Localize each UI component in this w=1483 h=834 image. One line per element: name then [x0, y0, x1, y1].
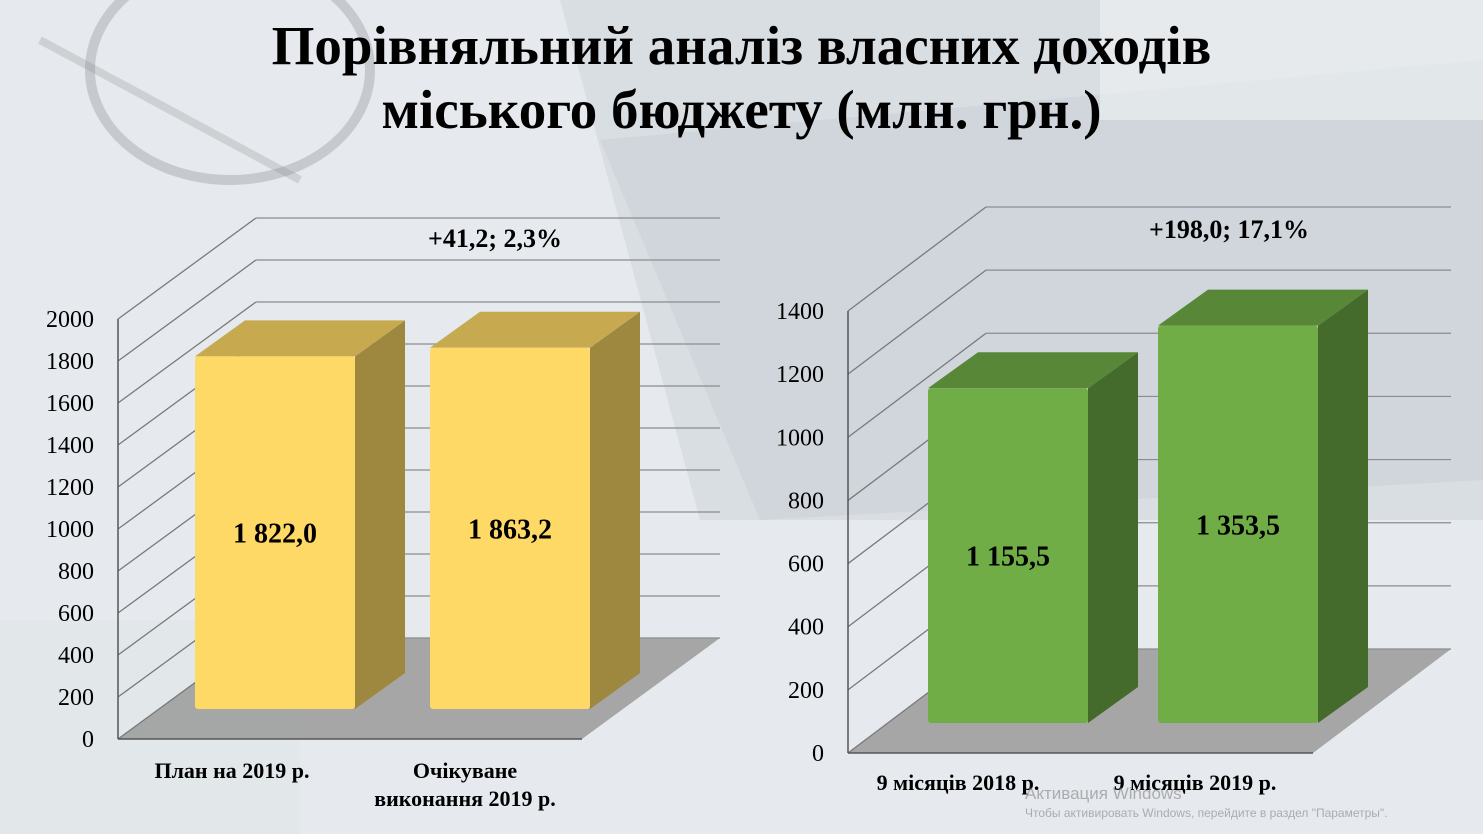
bar-side — [590, 311, 640, 709]
y-tick-label: 1800 — [46, 349, 94, 375]
gridline-side — [117, 301, 257, 404]
y-tick-label: 400 — [58, 643, 94, 669]
x-tick-label: 9 місяців 2019 р. — [1114, 770, 1277, 795]
title-line-2: міського бюджету (млн. грн.) — [381, 79, 1102, 140]
bar — [1158, 325, 1318, 723]
y-tick-label: 1600 — [46, 391, 94, 417]
change-annotation: +41,2; 2,3% — [428, 224, 562, 253]
bar-side — [1088, 352, 1138, 723]
windows-activation-watermark: Активация Windows Чтобы активировать Win… — [1025, 784, 1388, 820]
x-tick-label: План на 2019 р. — [154, 758, 309, 783]
gridline-side — [847, 269, 987, 375]
y-tick-label: 800 — [58, 559, 94, 585]
bar — [195, 356, 355, 709]
title-line-1: Порівняльний аналіз власних доходів — [271, 15, 1212, 76]
y-tick-label: 400 — [788, 615, 824, 641]
bar-top — [195, 320, 405, 357]
gridline-side — [847, 332, 987, 438]
bar — [430, 347, 590, 709]
y-tick-label: 1000 — [46, 517, 94, 543]
page-title: Порівняльний аналіз власних доходів місь… — [0, 14, 1483, 142]
y-tick-label: 800 — [788, 488, 824, 514]
bar-value-label: 1 353,5 — [1196, 510, 1280, 541]
y-tick-label: 600 — [788, 552, 824, 578]
y-tick-label: 1200 — [46, 475, 94, 501]
bar-top — [928, 352, 1138, 389]
bar-value-label: 1 863,2 — [468, 514, 552, 545]
bar-side — [1318, 289, 1368, 723]
change-annotation: +198,0; 17,1% — [1149, 215, 1309, 244]
bar-value-label: 1 155,5 — [966, 542, 1050, 573]
y-tick-label: 600 — [58, 601, 94, 627]
x-tick-label: 9 місяців 2018 р. — [877, 770, 1040, 795]
y-tick-label: 1400 — [776, 299, 824, 325]
y-tick-label: 200 — [58, 685, 94, 711]
y-tick-label: 1200 — [776, 362, 824, 388]
bar-value-label: 1 822,0 — [233, 519, 317, 550]
bar-side — [355, 320, 405, 709]
bar-top — [1158, 289, 1368, 326]
y-tick-label: 1400 — [46, 433, 94, 459]
y-tick-label: 2000 — [46, 307, 94, 333]
y-tick-label: 0 — [82, 727, 94, 753]
gridline-side — [117, 259, 257, 362]
y-tick-label: 1000 — [776, 425, 824, 451]
x-tick-label: Очікуване — [413, 758, 518, 783]
x-tick-label: виконання 2019 р. — [374, 786, 556, 811]
bar — [928, 388, 1088, 723]
y-tick-label: 0 — [812, 741, 824, 767]
y-tick-label: 200 — [788, 678, 824, 704]
bar-top — [430, 311, 640, 348]
watermark-line-1: Активация Windows — [1025, 784, 1182, 803]
gridline-side — [847, 206, 987, 312]
gridline-side — [117, 217, 257, 320]
watermark-line-2: Чтобы активировать Windows, перейдите в … — [1025, 806, 1388, 820]
